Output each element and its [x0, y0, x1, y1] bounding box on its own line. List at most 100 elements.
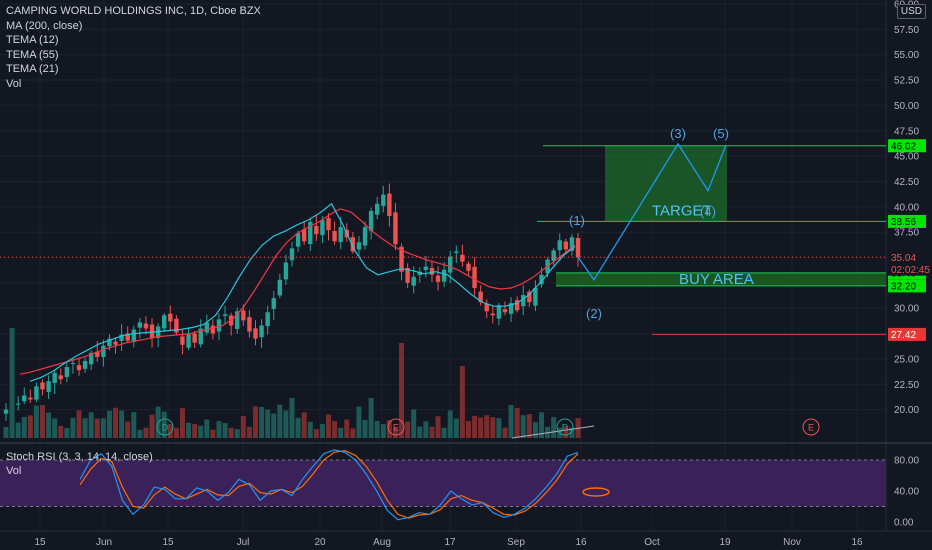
buy-area-label: BUY AREA	[679, 271, 754, 288]
candle-body	[454, 251, 459, 254]
price-badge-label: 32.20	[891, 282, 916, 293]
volume-bar	[569, 427, 575, 438]
rsi-title[interactable]: Stoch RSI (3, 3, 14, 14, close)	[6, 451, 153, 463]
candle-body	[198, 328, 203, 345]
event-marker	[156, 418, 174, 436]
price-tick-label: 22.50	[894, 380, 919, 391]
volume-bar	[435, 416, 441, 438]
volume-bar	[472, 415, 478, 438]
event-marker-letter: D	[562, 423, 569, 433]
volume-bar	[9, 328, 15, 438]
tema-teal-line	[29, 202, 576, 382]
candle-body	[283, 262, 289, 280]
volume-bar	[380, 424, 386, 438]
volume-bar	[259, 406, 265, 438]
volume-bar	[179, 408, 185, 438]
candle-body	[381, 194, 386, 206]
price-tick-label: 20.00	[894, 405, 919, 416]
candle-body	[149, 324, 155, 338]
candle-body	[393, 212, 398, 245]
indicator-tema55[interactable]: TEMA (55)	[6, 48, 59, 61]
rsi-tick-label: 0.00	[894, 518, 914, 529]
candle-body	[259, 325, 264, 338]
candle-body	[417, 271, 422, 276]
volume-bar	[447, 410, 453, 438]
volume-bar	[271, 413, 277, 438]
volume-bar	[514, 408, 520, 438]
time-axis: 15 Jun 15 Jul 20 Aug 17 Sep 16 Oct 19 Nov 16	[34, 537, 863, 548]
indicator-vol[interactable]: Vol	[6, 77, 22, 90]
rsi-legend: Stoch RSI (3, 3, 14, 14, close) Vol	[6, 450, 153, 478]
buy-zone	[556, 272, 886, 286]
event-marker	[802, 418, 820, 436]
volume-bar	[338, 427, 344, 438]
price-tick-label: 30.00	[894, 304, 919, 315]
volume-bar	[313, 429, 319, 438]
projection-path	[577, 142, 727, 281]
volume-bar	[40, 405, 46, 438]
price-tick-label: 25.00	[894, 354, 919, 365]
candles	[3, 183, 581, 421]
candle-body	[387, 193, 392, 216]
volume-bar	[332, 421, 338, 438]
volume-bar	[64, 427, 70, 438]
volume-bar	[532, 422, 538, 438]
volume-bar	[265, 409, 271, 438]
rsi-annotation-ellipse	[582, 487, 610, 497]
grid	[0, 0, 886, 530]
volume-bar	[490, 417, 496, 438]
candle-body	[448, 256, 453, 273]
event-marker	[556, 418, 574, 436]
volume-bar	[137, 429, 143, 438]
volume-bar	[362, 419, 368, 438]
price-badge-label: 35.04	[891, 253, 916, 264]
volume-bar	[27, 415, 33, 438]
indicator-tema21[interactable]: TEMA (21)	[6, 63, 59, 75]
currency-badge[interactable]: USD	[896, 4, 926, 19]
volume-bar	[465, 420, 471, 438]
volume-bar	[538, 412, 544, 438]
candle-body	[514, 300, 520, 311]
candle-body	[527, 291, 532, 303]
price-badge-label: 46.02	[891, 142, 916, 153]
candle-body	[356, 242, 362, 250]
volume-bar	[411, 409, 417, 438]
price-tick-label: 42.50	[894, 177, 919, 188]
candle-body	[314, 225, 319, 235]
volume-bar	[88, 412, 94, 438]
volume-bar	[277, 404, 283, 438]
candle-body	[204, 322, 210, 333]
candle-body	[15, 403, 21, 405]
volume-bar	[15, 422, 21, 438]
volume-bar	[423, 421, 429, 438]
price-tick-label: 50.00	[894, 101, 919, 112]
volume-bar	[46, 412, 52, 438]
volume-bar	[459, 366, 465, 438]
price-tick-label: 55.00	[894, 50, 919, 61]
rsi-tick-label: 80.00	[894, 456, 919, 467]
trend-line	[511, 425, 595, 439]
event-marker-letter: D	[162, 423, 169, 433]
candle-body	[496, 305, 502, 319]
rsi-vol-label[interactable]: Vol	[6, 465, 22, 477]
event-marker-letter: E	[808, 423, 814, 433]
volume-bar	[252, 406, 258, 438]
price-badge	[888, 139, 926, 153]
volume-bar	[368, 398, 374, 438]
volume-bar	[52, 418, 58, 438]
wave-label: (4)	[700, 204, 716, 219]
candle-body	[40, 382, 45, 390]
candle-body	[64, 367, 70, 378]
chart-legend: CAMPING WORLD HOLDINGS INC, 1D, Cboe BZX…	[6, 4, 261, 91]
indicator-ma200[interactable]: MA (200, close)	[6, 19, 83, 32]
candle-body	[143, 323, 149, 329]
candle-body	[521, 295, 526, 307]
candle-body	[168, 313, 173, 322]
symbol-title[interactable]: CAMPING WORLD HOLDINGS INC, 1D, Cboe BZX	[6, 5, 261, 17]
time-tick-label: Oct	[644, 537, 660, 548]
indicator-tema12[interactable]: TEMA (12)	[6, 34, 59, 46]
volume-bar	[283, 410, 289, 438]
time-tick-label: Sep	[507, 537, 525, 548]
candle-body	[137, 322, 143, 328]
